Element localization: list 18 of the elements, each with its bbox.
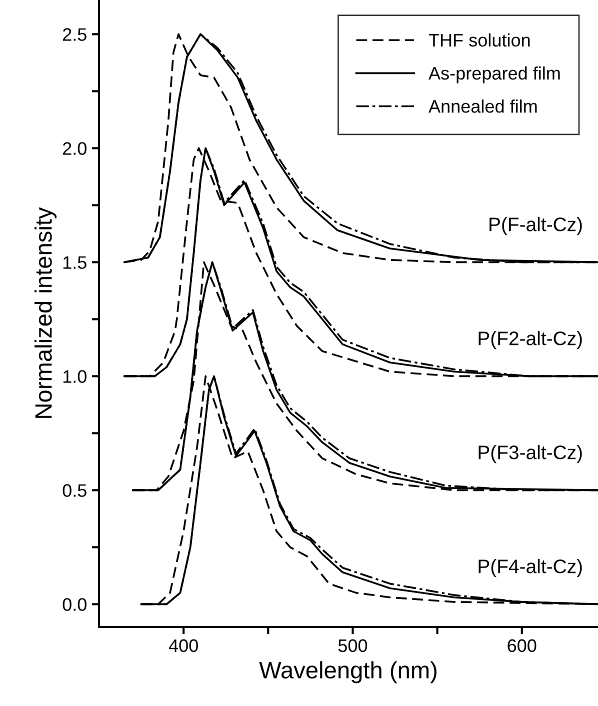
y-tick-label: 2.0 <box>63 142 86 155</box>
legend-label: THF solution <box>428 33 530 47</box>
x-axis-title: Wavelength (nm) <box>259 661 436 684</box>
annotation: P(F2-alt-Cz) <box>478 331 582 350</box>
annotation: P(F3-alt-Cz) <box>478 445 582 464</box>
legend-label: Annealed film <box>428 100 537 113</box>
x-tick-label: 600 <box>508 639 536 652</box>
annotation: P(F-alt-Cz) <box>490 217 582 236</box>
y-tick-label: 2.5 <box>63 28 86 41</box>
y-tick-label: 1.5 <box>63 256 86 269</box>
legend-label: As-prepared film <box>428 66 560 84</box>
annotation: P(F4-alt-Cz) <box>478 559 582 578</box>
y-tick-label: 1.0 <box>63 370 86 383</box>
y-tick-label: 0.0 <box>62 598 86 611</box>
x-tick-label: 400 <box>168 639 198 652</box>
y-tick-label: 0.5 <box>62 484 86 497</box>
y-axis-title: Normalized intensity <box>34 207 57 418</box>
x-tick-label: 500 <box>338 639 368 652</box>
